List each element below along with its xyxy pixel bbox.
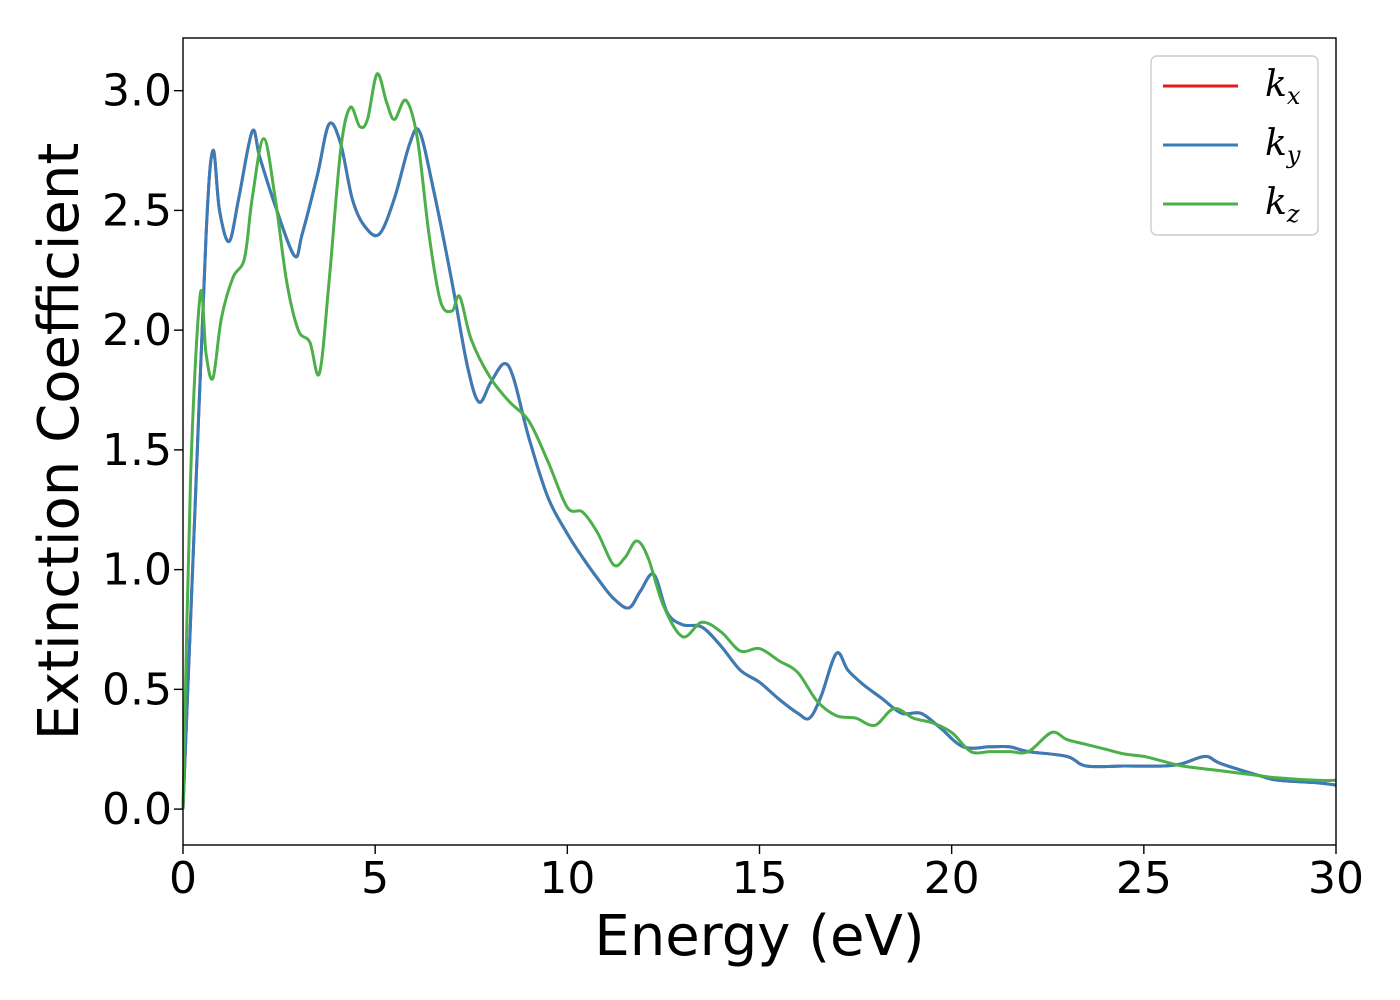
x-tick-label: 5	[361, 853, 389, 904]
legend-label-ky: ky	[1265, 123, 1301, 169]
series-line-ky	[181, 121, 1337, 810]
y-tick-label: 1.0	[102, 545, 172, 596]
series-layer	[181, 72, 1337, 810]
x-tick-label: 0	[169, 853, 197, 904]
y-axis-ticks: 0.0 0.5 1.0 1.5 2.0 2.5 3.0	[102, 66, 183, 835]
y-tick-label: 2.0	[102, 305, 172, 356]
x-tick-label: 30	[1308, 853, 1364, 904]
y-tick-label: 0.0	[102, 784, 172, 835]
x-axis-ticks: 0 5 10 15 20 25 30	[169, 845, 1364, 904]
y-axis-label: Extinction Coefficient	[27, 143, 92, 741]
x-tick-label: 10	[539, 853, 595, 904]
legend-label-kx: kx	[1265, 64, 1301, 110]
series-line-kz	[181, 72, 1337, 810]
x-axis-label: Energy (eV)	[594, 904, 924, 969]
y-tick-label: 1.5	[102, 425, 172, 476]
x-tick-label: 20	[924, 853, 980, 904]
y-tick-label: 2.5	[102, 185, 172, 236]
legend-label-kz: kz	[1265, 182, 1300, 228]
x-tick-label: 15	[732, 853, 788, 904]
legend: kx ky kz	[1150, 55, 1319, 236]
y-tick-label: 0.5	[102, 664, 172, 715]
y-tick-label: 3.0	[102, 66, 172, 117]
x-tick-label: 25	[1116, 853, 1172, 904]
